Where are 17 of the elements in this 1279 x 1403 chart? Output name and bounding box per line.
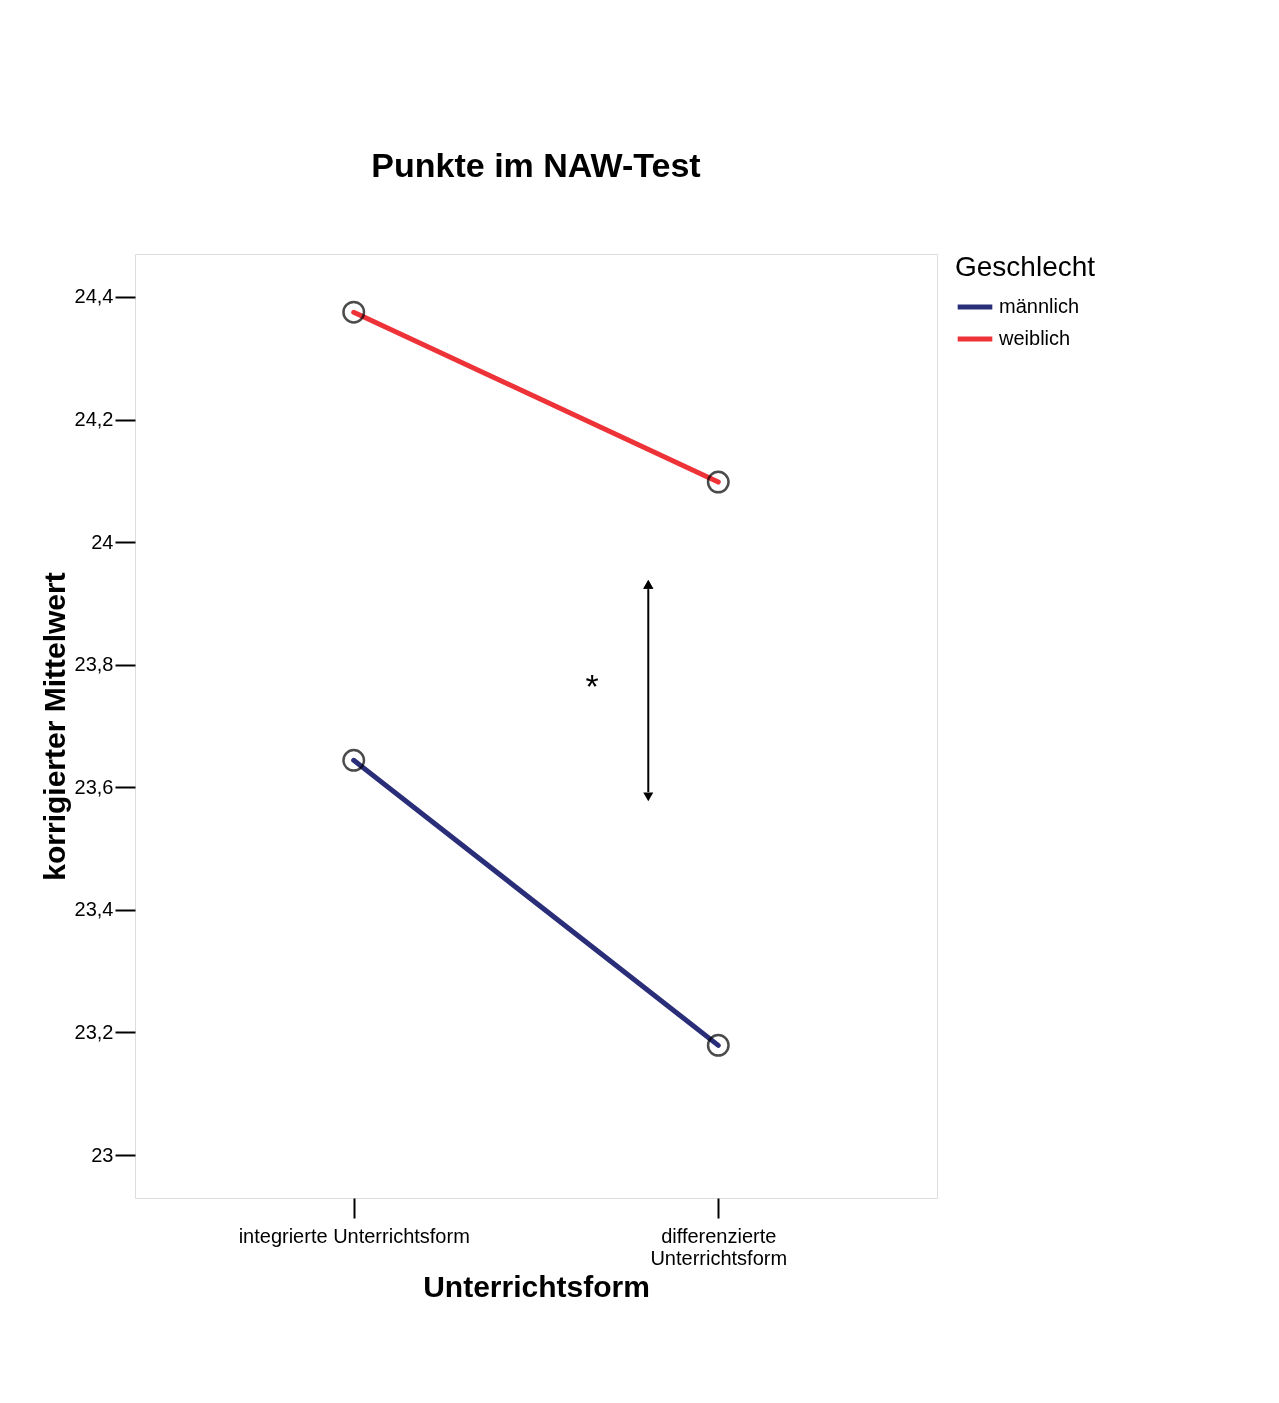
x-axis-title: Unterrichtsform	[423, 1269, 650, 1303]
chart-title: Punkte im NAW-Test	[371, 146, 701, 184]
x-tick-label: differenzierte Unterrichtsform	[650, 1224, 788, 1269]
legend-label: weiblich	[998, 327, 1071, 349]
x-tick-label: integrierte Unterrichtsform	[238, 1224, 470, 1247]
y-axis-title: korrigierter Mittelwert	[37, 572, 71, 881]
y-tick-label: 24,2	[74, 408, 114, 431]
annotation: *	[585, 667, 599, 706]
y-tick-label: 23,8	[74, 653, 114, 676]
y-tick-label: 23,6	[74, 775, 114, 798]
legend-title: Geschlecht	[955, 251, 1096, 282]
y-tick-label: 23,4	[74, 898, 114, 921]
y-tick-label: 23	[91, 1143, 114, 1166]
y-tick-label: 24	[91, 530, 114, 553]
y-tick-label: 24,4	[74, 285, 114, 308]
legend-label: männlich	[999, 295, 1080, 317]
y-tick-label: 23,2	[74, 1020, 114, 1043]
